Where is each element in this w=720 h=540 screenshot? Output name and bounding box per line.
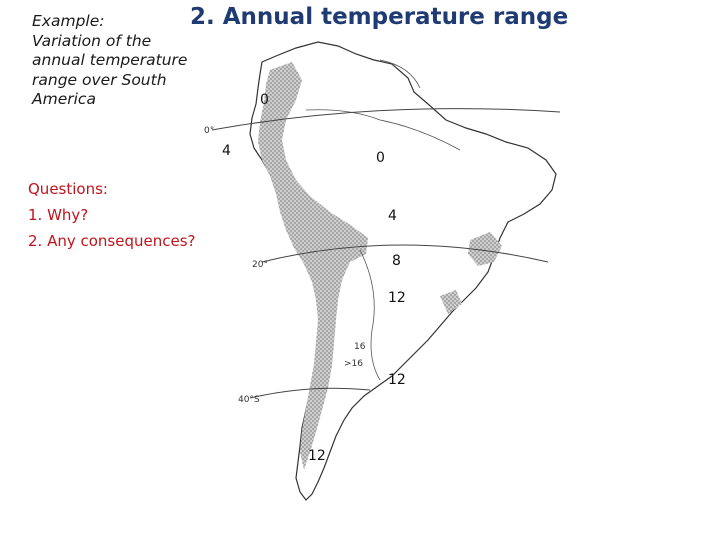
isoline-label: 12 — [388, 290, 406, 306]
latitude-label: 40°S — [238, 395, 260, 405]
latitude-40-line — [249, 387, 371, 399]
question-item: 2. Any consequences? — [28, 232, 196, 250]
questions-block: Questions: 1. Why? 2. Any consequences? — [28, 180, 195, 258]
equator-line — [211, 108, 561, 131]
question-item: 1. Why? — [28, 206, 89, 224]
inner-isoline-label: >16 — [344, 359, 363, 369]
isoline-label: 4 — [222, 143, 231, 159]
river-line — [379, 59, 421, 89]
isoline-label: 0 — [260, 92, 269, 108]
isoline-label: 0 — [376, 150, 385, 166]
example-caption: Example: Variation of the annual tempera… — [32, 12, 212, 110]
inner-isoline-label: 16 — [354, 342, 366, 352]
slide-title: 2. Annual temperature range — [190, 4, 569, 30]
andes-shading — [258, 62, 368, 470]
latitude-label: 0° — [204, 126, 214, 136]
highland-shading — [468, 232, 502, 266]
isoline-label: 8 — [392, 253, 401, 269]
isoline-label: 12 — [308, 448, 326, 464]
latitude-label: 20° — [252, 260, 268, 270]
questions-heading: Questions: — [28, 180, 108, 198]
latitude-20-line — [261, 244, 549, 263]
example-line: Example: — [32, 12, 105, 30]
river-line — [359, 249, 381, 381]
example-line: America — [32, 90, 96, 108]
highland-shading — [440, 290, 462, 314]
river-line — [305, 109, 461, 151]
example-line: range over South — [32, 70, 167, 89]
isoline-label: 12 — [388, 372, 406, 388]
continent-outline — [249, 41, 557, 501]
example-line: Variation of the — [32, 31, 152, 50]
isoline-label: 4 — [388, 208, 397, 224]
example-line: annual temperature — [32, 51, 188, 69]
